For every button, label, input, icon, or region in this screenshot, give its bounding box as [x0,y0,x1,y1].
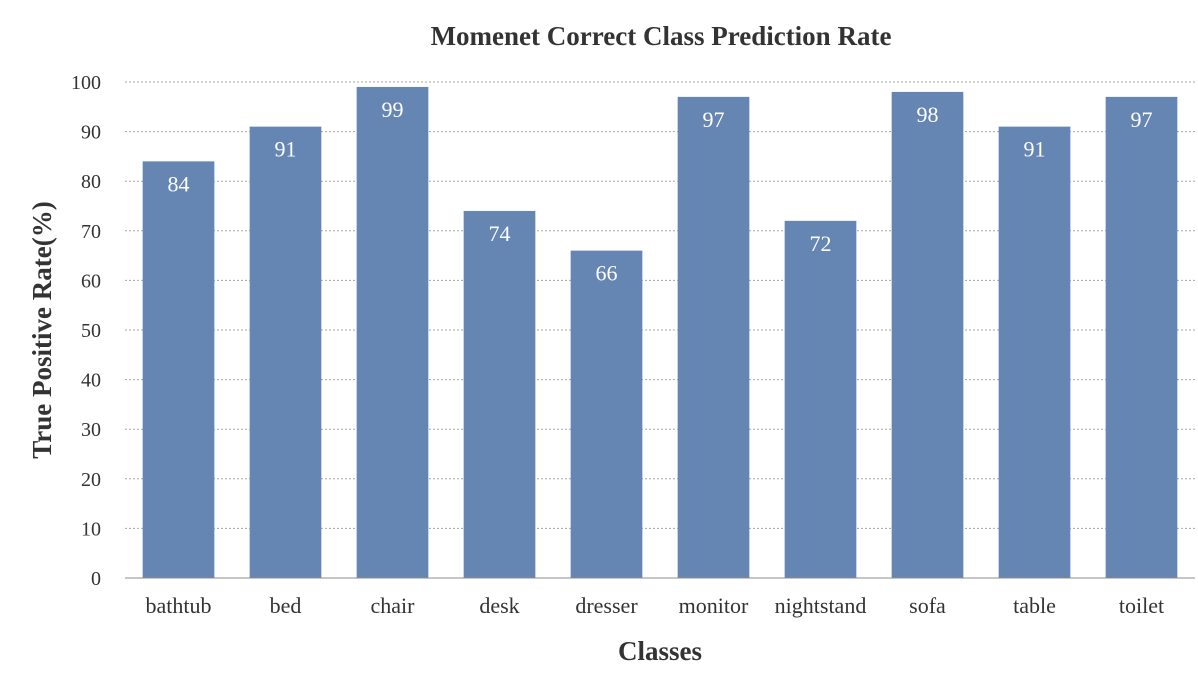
data-label-bed: 91 [275,137,297,162]
y-tick-label: 90 [81,122,101,144]
y-tick-label: 80 [81,171,101,193]
data-label-toilet: 97 [1131,107,1153,132]
y-tick-label: 0 [91,568,101,590]
y-axis-title: True Positive Rate(%) [27,201,57,458]
bar-toilet [1105,96,1178,578]
data-label-monitor: 97 [703,107,725,132]
data-label-nightstand: 72 [810,231,832,256]
chart-title: Momenet Correct Class Prediction Rate [431,21,892,51]
data-label-desk: 74 [489,221,511,246]
data-label-bathtub: 84 [168,171,190,196]
y-tick-label: 20 [81,469,101,491]
bar-table [998,126,1071,578]
y-tick-label: 30 [81,419,101,441]
data-label-table: 91 [1024,137,1046,162]
bars [142,86,1178,579]
bar-desk [463,210,536,578]
data-label-chair: 99 [382,97,404,122]
x-axis-title: Classes [618,636,702,666]
bar-chair [356,86,429,579]
data-label-sofa: 98 [917,102,939,127]
x-tick-label-table: table [1013,593,1056,618]
bar-sofa [891,91,964,579]
x-tick-label-monitor: monitor [679,593,749,618]
x-tick-label-bathtub: bathtub [146,593,212,618]
y-tick-label: 100 [71,72,101,94]
x-tick-label-dresser: dresser [575,593,638,618]
data-label-dresser: 66 [596,261,618,286]
bar-bed [249,126,322,578]
x-tick-label-desk: desk [479,593,519,618]
x-tick-label-sofa: sofa [909,593,946,618]
bar-dresser [570,250,643,578]
y-tick-label: 70 [81,221,101,243]
x-tick-label-bed: bed [270,593,302,618]
y-tick-label: 10 [81,518,101,540]
y-tick-label: 40 [81,370,101,392]
bar-monitor [677,96,750,578]
bar-bathtub [142,161,215,579]
x-tick-label-chair: chair [371,593,416,618]
x-tick-label-toilet: toilet [1119,593,1164,618]
y-axis-ticks: 0 10 20 30 40 50 60 70 80 90 100 [71,72,101,590]
y-tick-label: 60 [81,270,101,292]
x-axis-ticks: bathtub bed chair desk dresser monitor nightst… [146,593,1165,618]
y-tick-label: 50 [81,320,101,342]
bar-nightstand [784,220,857,578]
x-tick-label-nightstand: nightstand [775,593,867,618]
data-labels: 84 91 99 74 66 97 72 98 91 97 [168,97,1153,286]
